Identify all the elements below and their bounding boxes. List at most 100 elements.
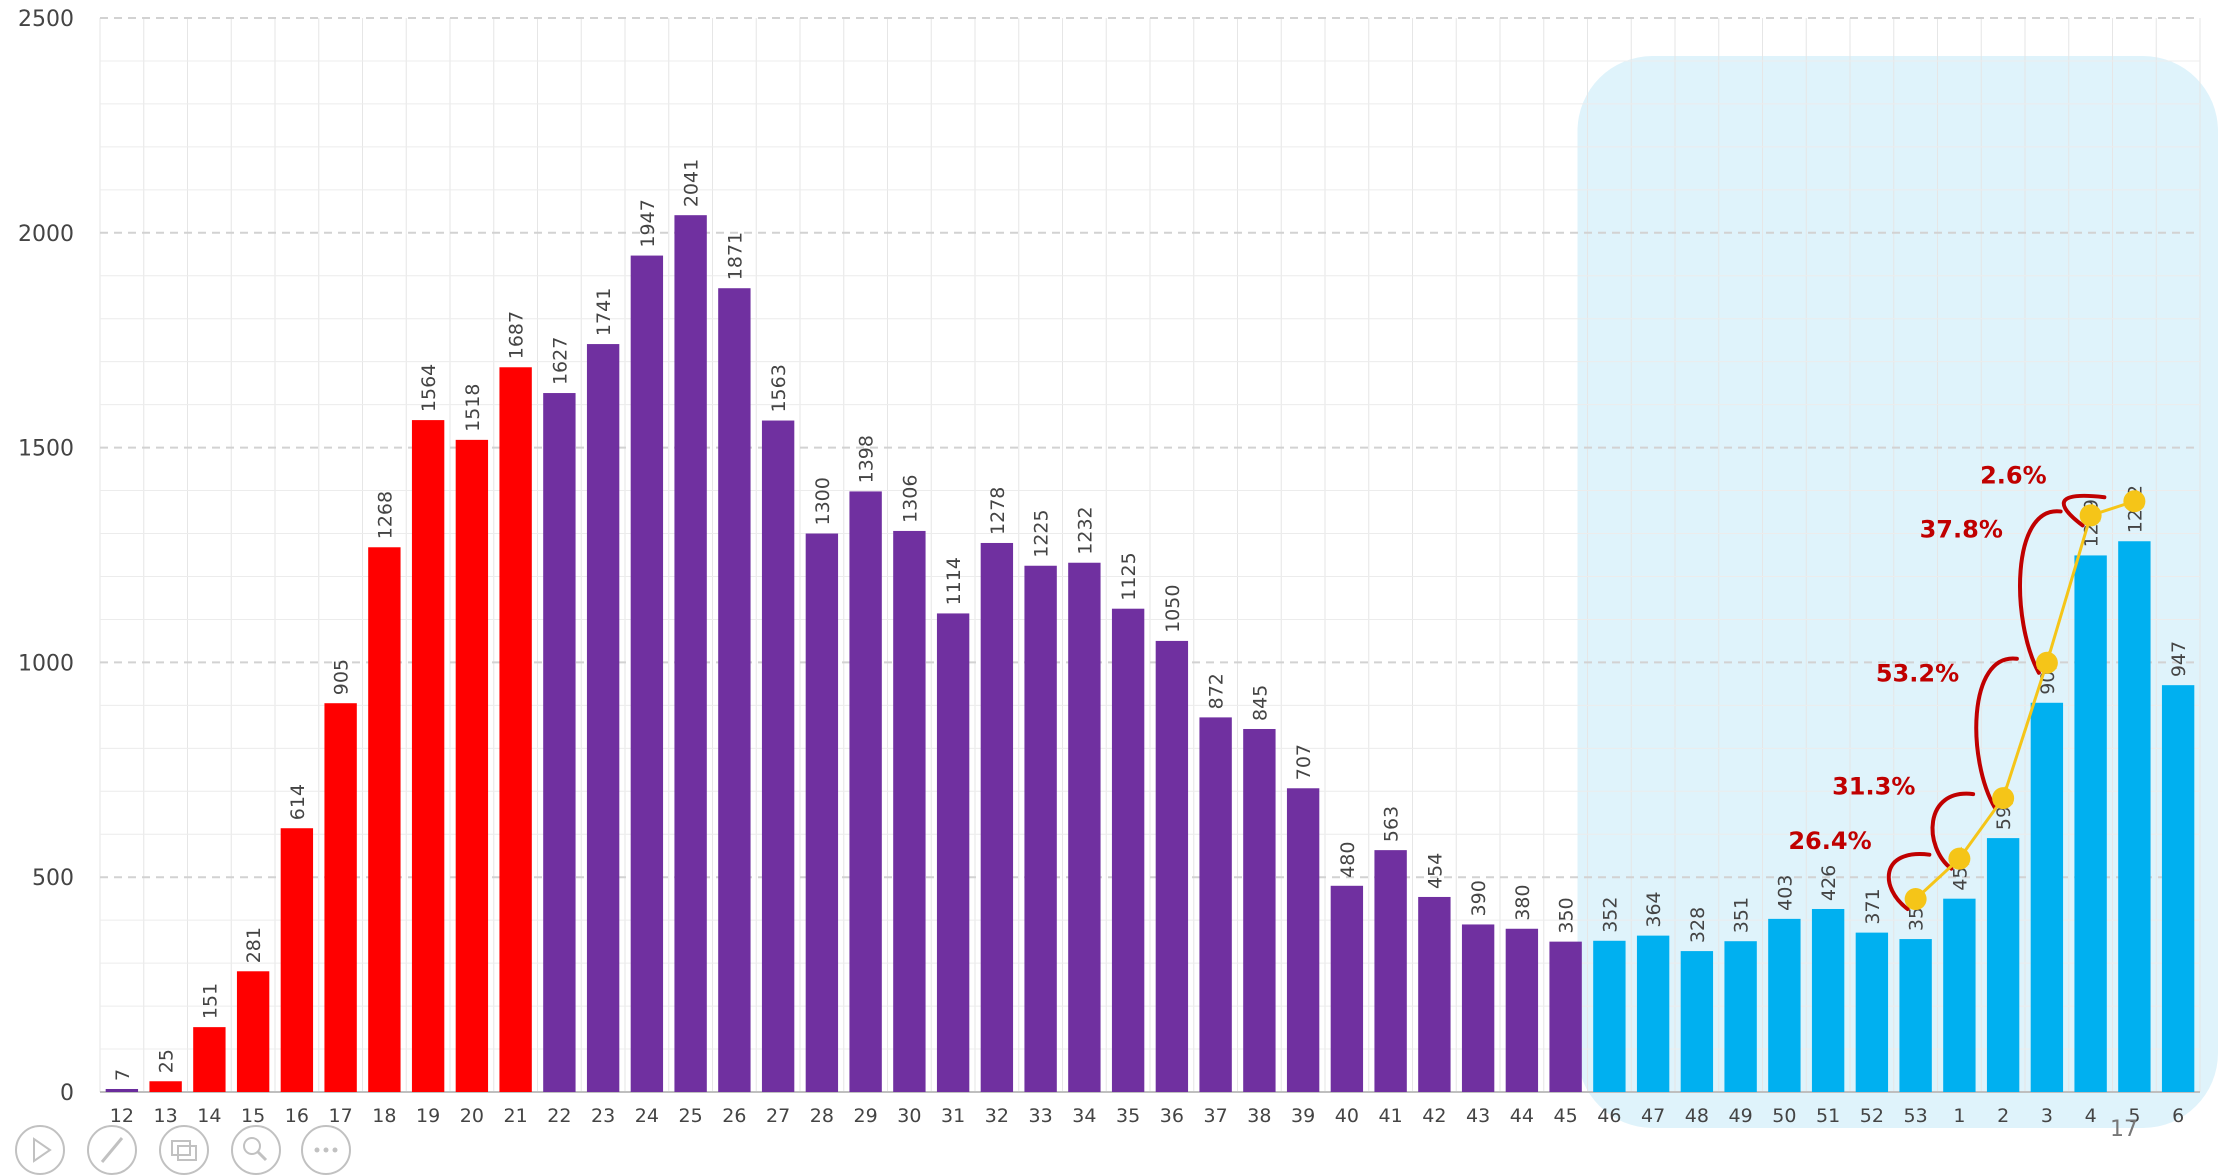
x-tick-label: 23 — [591, 1105, 615, 1127]
bar — [1855, 932, 1889, 1092]
bar — [1199, 717, 1232, 1092]
data-label: 480 — [1337, 842, 1359, 878]
x-tick-label: 29 — [854, 1105, 878, 1127]
y-tick-label: 2500 — [18, 7, 74, 32]
data-label: 1518 — [462, 384, 484, 432]
y-tick-label: 1000 — [18, 651, 74, 676]
bar — [1899, 939, 1932, 1092]
x-tick-label: 36 — [1160, 1105, 1184, 1127]
x-tick-label: 6 — [2172, 1105, 2184, 1127]
bar — [1286, 788, 1320, 1092]
x-tick-label: 1 — [1953, 1105, 1965, 1127]
pen-icon[interactable] — [87, 1125, 137, 1175]
bar — [499, 367, 532, 1093]
bar — [1111, 608, 1145, 1092]
data-label: 352 — [1599, 897, 1621, 933]
bar — [1943, 898, 1976, 1092]
growth-arc — [2061, 493, 2107, 528]
x-tick-label: 34 — [1072, 1105, 1096, 1127]
growth-annotations: 26.4% 31.3% 53.2% 37.8% 2.6% — [1788, 462, 2107, 912]
data-label: 2041 — [681, 159, 703, 207]
data-label: 426 — [1818, 865, 1840, 901]
x-tick-label: 4 — [2085, 1105, 2097, 1127]
x-tick-label: 53 — [1904, 1105, 1928, 1127]
data-label: 1125 — [1118, 552, 1140, 600]
x-tick-label: 5 — [2128, 1105, 2140, 1127]
y-tick-label: 500 — [32, 866, 74, 891]
x-tick-label: 20 — [460, 1105, 484, 1127]
data-label: 281 — [243, 927, 265, 963]
x-tick-label: 12 — [110, 1105, 134, 1127]
bar — [805, 533, 839, 1092]
x-tick-label: 13 — [154, 1105, 178, 1127]
y-tick-label: 2000 — [18, 222, 74, 247]
x-tick-label: 50 — [1772, 1105, 1796, 1127]
x-tick-label: 39 — [1291, 1105, 1315, 1127]
x-tick-label: 45 — [1554, 1105, 1578, 1127]
bar — [1811, 908, 1845, 1092]
data-label: 1050 — [1162, 585, 1184, 633]
bar — [411, 420, 445, 1092]
bar — [1636, 935, 1670, 1092]
data-label: 1306 — [899, 475, 921, 523]
x-tick-label: 43 — [1466, 1105, 1490, 1127]
data-label: 947 — [2168, 641, 2190, 677]
data-label: 364 — [1643, 891, 1665, 927]
bar — [1243, 728, 1276, 1092]
bar — [2074, 555, 2107, 1092]
bar — [1374, 850, 1407, 1092]
x-tick-label: 38 — [1247, 1105, 1271, 1127]
growth-arc — [2018, 509, 2063, 675]
more-icon[interactable] — [301, 1125, 351, 1175]
data-label: 1398 — [856, 435, 878, 483]
data-label: 371 — [1862, 888, 1884, 924]
data-label: 1741 — [593, 288, 615, 336]
data-label: 1268 — [374, 491, 396, 539]
data-labels: 7 25 151 281 614 905 1268 1564 1518 1687 1627 1741 1… — [112, 159, 2190, 1081]
bar — [1505, 928, 1539, 1092]
x-tick-label: 35 — [1116, 1105, 1140, 1127]
data-label: 1871 — [724, 232, 746, 280]
bar — [674, 215, 707, 1092]
x-tick-label: 18 — [372, 1105, 396, 1127]
bar — [543, 393, 576, 1093]
x-tick-label: 17 — [329, 1105, 353, 1127]
bar — [1768, 918, 1801, 1092]
x-tick-label: 46 — [1597, 1105, 1621, 1127]
x-tick-label: 22 — [547, 1105, 571, 1127]
growth-arc — [1974, 656, 2019, 811]
play-icon[interactable] — [15, 1125, 65, 1175]
x-tick-label: 27 — [766, 1105, 790, 1127]
bar — [1024, 565, 1057, 1092]
growth-arc — [1886, 852, 1932, 912]
data-label: 328 — [1687, 907, 1709, 943]
toolbar — [15, 1125, 351, 1175]
data-label: 1300 — [812, 477, 834, 525]
bar — [718, 288, 751, 1093]
y-tick-label: 0 — [60, 1081, 74, 1106]
x-axis: 12 13 14 15 16 17 18 19 20 21 22 23 24 25 26 27 28 29 30 31… — [110, 1105, 2184, 1127]
data-label: 351 — [1731, 897, 1753, 933]
data-label: 1627 — [549, 337, 571, 385]
x-tick-label: 28 — [810, 1105, 834, 1127]
bar — [1418, 896, 1451, 1092]
x-tick-label: 33 — [1029, 1105, 1053, 1127]
slides-icon[interactable] — [159, 1125, 209, 1175]
bar — [1155, 640, 1189, 1092]
x-tick-label: 19 — [416, 1105, 440, 1127]
data-label: 25 — [156, 1049, 178, 1073]
bar — [1549, 941, 1582, 1092]
x-tick-label: 42 — [1422, 1105, 1446, 1127]
growth-percent-label: 31.3% — [1832, 772, 1915, 800]
x-tick-label: 41 — [1379, 1105, 1403, 1127]
slide-number: 17 — [2110, 1117, 2138, 1142]
bar — [980, 542, 1014, 1092]
data-label: 905 — [331, 659, 353, 695]
bars — [105, 215, 2195, 1093]
bar — [2161, 685, 2195, 1092]
bar — [1330, 885, 1364, 1092]
zoom-icon[interactable] — [231, 1125, 281, 1175]
bar — [280, 828, 314, 1092]
bar — [1461, 924, 1495, 1092]
